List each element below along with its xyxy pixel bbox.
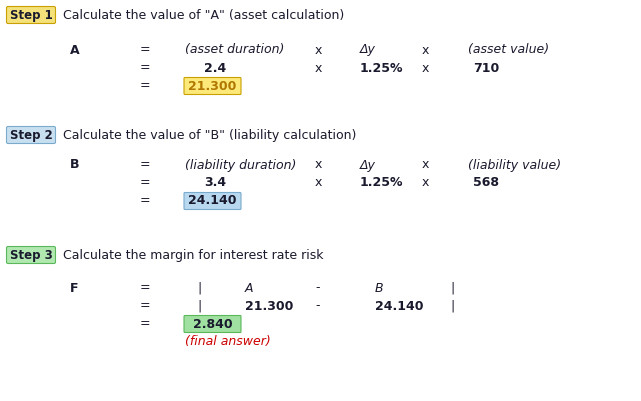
- Text: Step 1: Step 1: [10, 8, 53, 22]
- Text: 1.25%: 1.25%: [360, 176, 403, 190]
- Text: =: =: [140, 79, 151, 93]
- Text: =: =: [140, 194, 151, 207]
- Text: Δy: Δy: [360, 43, 376, 57]
- Text: x: x: [315, 176, 322, 190]
- Text: A: A: [245, 282, 253, 294]
- Text: F: F: [70, 282, 78, 294]
- Text: Δy: Δy: [360, 158, 376, 172]
- Text: (asset duration): (asset duration): [185, 43, 285, 57]
- FancyBboxPatch shape: [6, 247, 56, 263]
- Text: =: =: [140, 176, 151, 190]
- Text: A: A: [70, 43, 79, 57]
- Text: 1.25%: 1.25%: [360, 61, 403, 75]
- Text: =: =: [140, 61, 151, 75]
- Text: B: B: [375, 282, 383, 294]
- Text: (liability value): (liability value): [468, 158, 561, 172]
- Text: Calculate the value of "A" (asset calculation): Calculate the value of "A" (asset calcul…: [63, 8, 344, 22]
- Text: 2.4: 2.4: [204, 61, 226, 75]
- Text: =: =: [140, 43, 151, 57]
- Text: -: -: [315, 300, 319, 312]
- Text: x: x: [422, 158, 429, 172]
- Text: Calculate the margin for interest rate risk: Calculate the margin for interest rate r…: [63, 249, 324, 261]
- Text: (asset value): (asset value): [468, 43, 549, 57]
- Text: 24.140: 24.140: [188, 194, 237, 207]
- FancyBboxPatch shape: [6, 126, 56, 144]
- Text: =: =: [140, 318, 151, 330]
- Text: 3.4: 3.4: [204, 176, 226, 190]
- Text: |: |: [450, 300, 454, 312]
- Text: x: x: [315, 61, 322, 75]
- Text: =: =: [140, 158, 151, 172]
- FancyBboxPatch shape: [6, 6, 56, 24]
- Text: =: =: [140, 282, 151, 294]
- Text: 21.300: 21.300: [188, 79, 237, 93]
- Text: x: x: [422, 43, 429, 57]
- Text: x: x: [422, 61, 429, 75]
- Text: |: |: [197, 282, 201, 294]
- Text: (liability duration): (liability duration): [185, 158, 296, 172]
- Text: Calculate the value of "B" (liability calculation): Calculate the value of "B" (liability ca…: [63, 128, 356, 142]
- Text: 710: 710: [473, 61, 499, 75]
- Text: B: B: [70, 158, 79, 172]
- FancyBboxPatch shape: [184, 316, 241, 332]
- Text: |: |: [450, 282, 454, 294]
- Text: 21.300: 21.300: [245, 300, 294, 312]
- Text: x: x: [315, 43, 322, 57]
- Text: Step 2: Step 2: [10, 128, 53, 142]
- FancyBboxPatch shape: [184, 77, 241, 95]
- Text: (final answer): (final answer): [185, 336, 271, 348]
- FancyBboxPatch shape: [184, 192, 241, 209]
- Text: -: -: [315, 282, 319, 294]
- Text: 2.840: 2.840: [193, 318, 232, 330]
- Text: |: |: [197, 300, 201, 312]
- Text: x: x: [315, 158, 322, 172]
- Text: =: =: [140, 300, 151, 312]
- Text: x: x: [422, 176, 429, 190]
- Text: 24.140: 24.140: [375, 300, 424, 312]
- Text: 568: 568: [473, 176, 499, 190]
- Text: Step 3: Step 3: [10, 249, 53, 261]
